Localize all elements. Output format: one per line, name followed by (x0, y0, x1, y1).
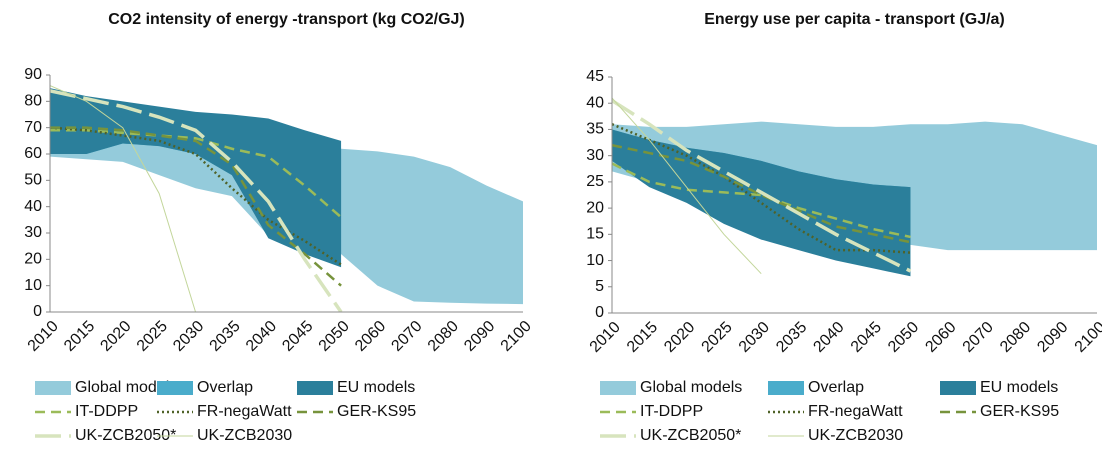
legend-label: UK-ZCB2030 (197, 427, 292, 444)
x-tick-label: 2015 (624, 319, 661, 356)
x-tick-label: 2100 (498, 318, 535, 355)
legend-label: EU models (980, 379, 1058, 396)
x-tick-label: 2100 (1072, 319, 1102, 356)
series-line (612, 99, 912, 273)
legend-label: Overlap (808, 379, 864, 396)
y-tick-label: 5 (595, 278, 604, 295)
x-tick-label: 2045 (848, 319, 885, 356)
legend-swatch (35, 381, 71, 395)
legend-swatch (768, 381, 804, 395)
x-tick-label: 2080 (425, 318, 462, 355)
series-line (612, 97, 762, 275)
y-tick-label: 45 (586, 68, 604, 85)
y-tick-label: 0 (33, 303, 42, 320)
x-tick-label: 2050 (316, 318, 353, 355)
legend-label: EU models (337, 379, 415, 396)
y-tick-label: 40 (24, 198, 42, 215)
chart-title: CO2 intensity of energy -transport (kg C… (108, 11, 465, 28)
legend-swatch (297, 381, 333, 395)
series-line (50, 85, 197, 312)
legend-label: UK-ZCB2050* (640, 427, 741, 444)
legend-swatch (600, 381, 636, 395)
y-tick-label: 20 (586, 199, 604, 216)
legend-swatch (157, 381, 193, 395)
legend-label: GER-KS95 (337, 403, 416, 420)
band-area (612, 129, 911, 277)
x-tick-label: 2060 (352, 318, 389, 355)
y-tick-label: 80 (24, 93, 42, 110)
y-tick-label: 0 (595, 304, 604, 321)
x-tick-label: 2040 (243, 318, 280, 355)
y-tick-label: 20 (24, 251, 42, 268)
y-tick-label: 10 (586, 252, 604, 269)
legend-label: FR-negaWatt (197, 403, 292, 420)
y-tick-label: 50 (24, 172, 42, 189)
legend-label: Overlap (197, 379, 253, 396)
y-tick-label: 35 (586, 121, 604, 138)
x-tick-label: 2030 (170, 318, 207, 355)
x-tick-label: 2035 (207, 318, 244, 355)
x-tick-label: 2020 (661, 319, 698, 356)
y-tick-label: 15 (586, 226, 604, 243)
legend-label: FR-negaWatt (808, 403, 903, 420)
legend-swatch (940, 381, 976, 395)
x-tick-label: 2015 (61, 318, 98, 355)
legend-label: UK-ZCB2050* (75, 427, 176, 444)
legend-label: GER-KS95 (980, 403, 1059, 420)
x-tick-label: 2090 (461, 318, 498, 355)
x-tick-label: 2090 (1034, 319, 1071, 356)
x-tick-label: 2020 (97, 318, 134, 355)
y-tick-label: 25 (586, 173, 604, 190)
x-tick-label: 2080 (997, 319, 1034, 356)
y-tick-label: 40 (586, 94, 604, 111)
series-line (612, 162, 911, 239)
x-tick-label: 2045 (279, 318, 316, 355)
y-tick-label: 30 (24, 224, 42, 241)
y-tick-label: 70 (24, 119, 42, 136)
y-tick-label: 90 (24, 66, 42, 83)
x-tick-label: 2025 (699, 319, 736, 356)
series-line (50, 126, 342, 287)
x-tick-label: 2070 (960, 319, 997, 356)
x-tick-label: 2010 (587, 319, 624, 356)
x-tick-label: 2030 (736, 319, 773, 356)
legend-label: Global models (75, 379, 177, 396)
x-tick-label: 2070 (388, 318, 425, 355)
x-tick-label: 2035 (773, 319, 810, 356)
series-line (50, 129, 342, 219)
x-tick-label: 2040 (810, 319, 847, 356)
y-tick-label: 10 (24, 277, 42, 294)
legend-label: IT-DDPP (75, 403, 138, 420)
y-tick-label: 30 (586, 147, 604, 164)
x-tick-label: 2060 (922, 319, 959, 356)
x-tick-label: 2025 (134, 318, 171, 355)
legend-label: IT-DDPP (640, 403, 703, 420)
legend-label: UK-ZCB2030 (808, 427, 903, 444)
legend-label: Global models (640, 379, 742, 396)
chart-title: Energy use per capita - transport (GJ/a) (704, 11, 1005, 28)
x-tick-label: 2050 (885, 319, 922, 356)
x-tick-label: 2010 (25, 318, 62, 355)
y-tick-label: 60 (24, 145, 42, 162)
series-line (50, 89, 343, 312)
